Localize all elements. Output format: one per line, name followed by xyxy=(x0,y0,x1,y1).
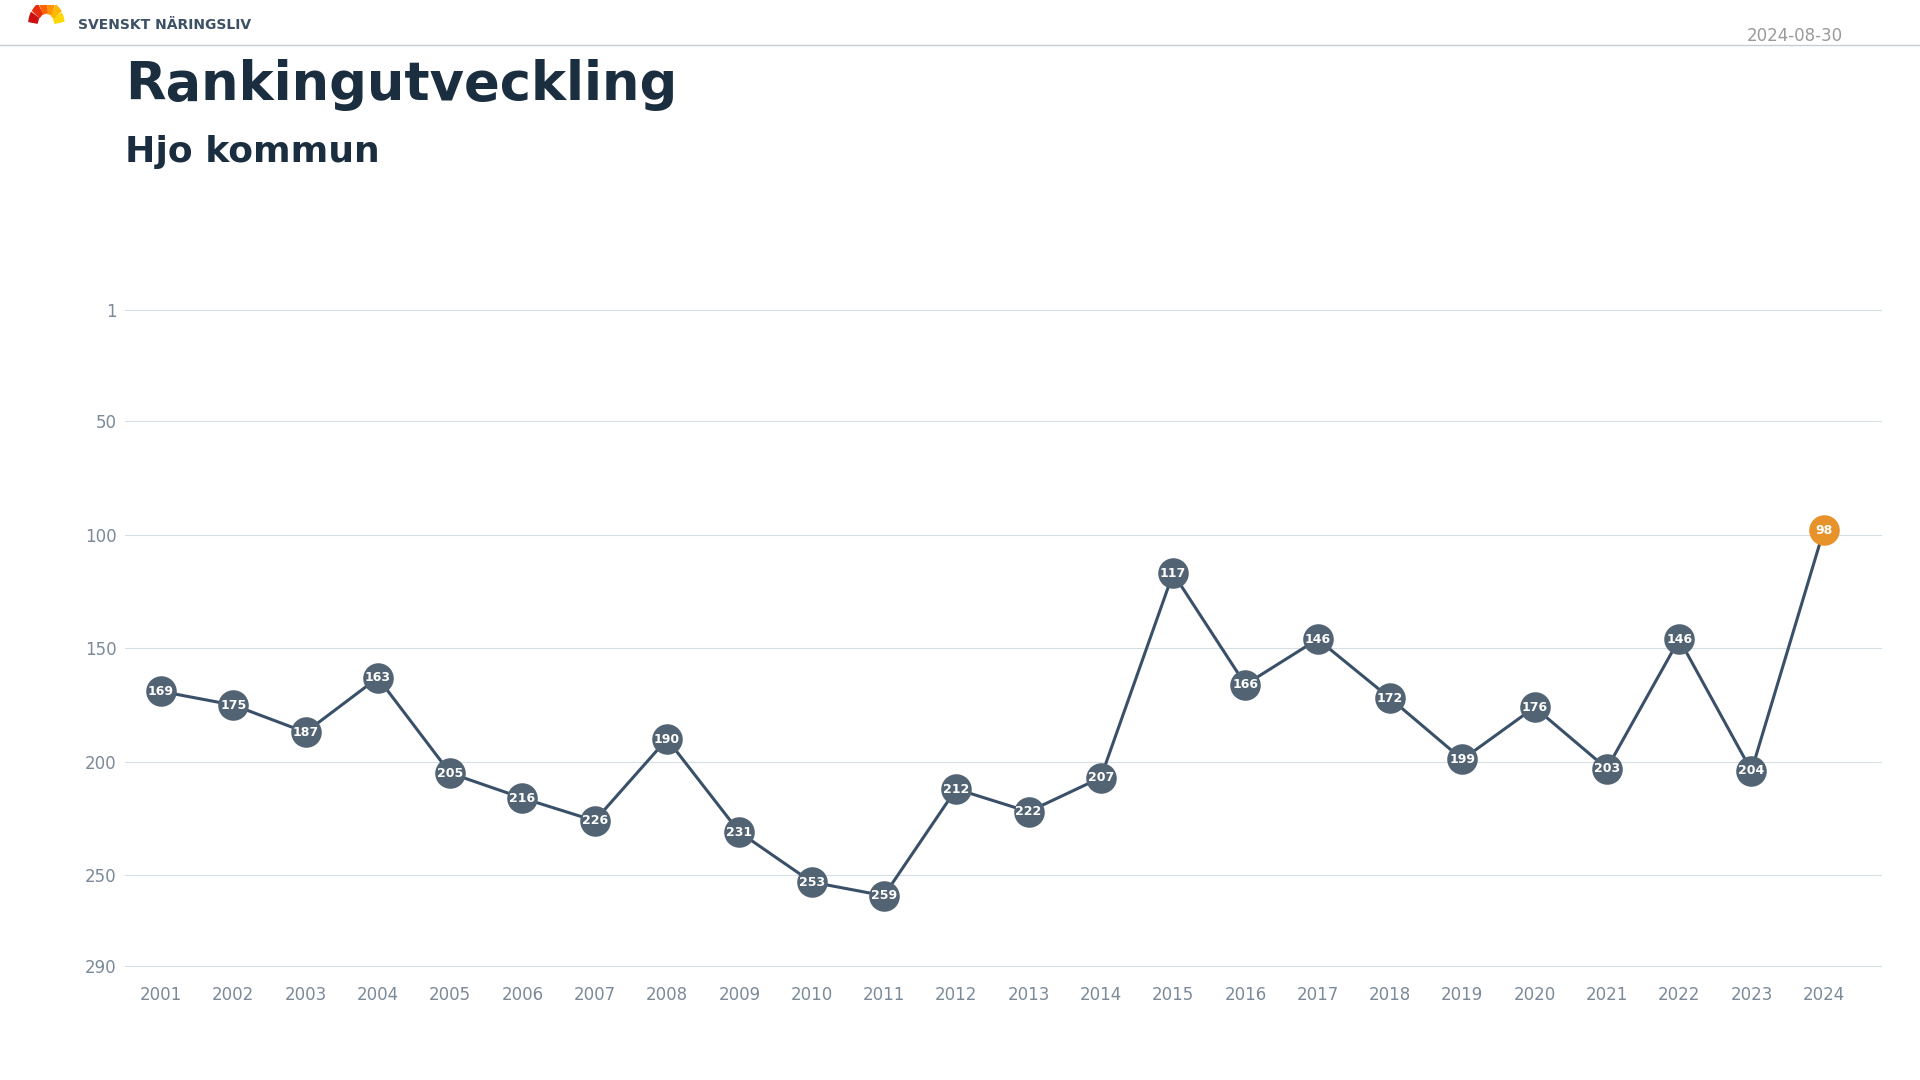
Text: 199: 199 xyxy=(1450,753,1475,766)
Text: 231: 231 xyxy=(726,825,753,839)
Text: 207: 207 xyxy=(1087,771,1114,784)
Text: 216: 216 xyxy=(509,792,536,805)
Text: Rankingutveckling: Rankingutveckling xyxy=(125,59,678,111)
Text: 163: 163 xyxy=(365,672,392,685)
Text: 166: 166 xyxy=(1233,678,1258,691)
Text: 117: 117 xyxy=(1160,567,1187,580)
Polygon shape xyxy=(52,5,61,18)
Polygon shape xyxy=(48,2,54,15)
Text: 146: 146 xyxy=(1667,633,1692,646)
Text: 146: 146 xyxy=(1304,633,1331,646)
Text: SVENSKT NÄRINGSLIV: SVENSKT NÄRINGSLIV xyxy=(79,18,252,32)
Text: 169: 169 xyxy=(148,685,175,698)
Text: 190: 190 xyxy=(655,732,680,745)
Text: 212: 212 xyxy=(943,783,970,796)
Text: 98: 98 xyxy=(1814,524,1832,537)
Text: Hjo kommun: Hjo kommun xyxy=(125,135,380,168)
Text: 204: 204 xyxy=(1738,765,1764,778)
Text: 175: 175 xyxy=(221,699,246,712)
Text: 226: 226 xyxy=(582,814,609,827)
Text: 176: 176 xyxy=(1521,701,1548,714)
Text: 203: 203 xyxy=(1594,762,1620,775)
Text: 187: 187 xyxy=(292,726,319,739)
Text: 253: 253 xyxy=(799,876,826,889)
Polygon shape xyxy=(40,1,46,14)
Text: 2024-08-30: 2024-08-30 xyxy=(1747,27,1843,45)
Polygon shape xyxy=(54,13,63,24)
Text: 172: 172 xyxy=(1377,691,1404,705)
Text: 205: 205 xyxy=(438,767,463,780)
Polygon shape xyxy=(33,4,42,17)
Text: 222: 222 xyxy=(1016,806,1043,819)
Text: 259: 259 xyxy=(872,889,897,902)
Polygon shape xyxy=(29,13,38,23)
